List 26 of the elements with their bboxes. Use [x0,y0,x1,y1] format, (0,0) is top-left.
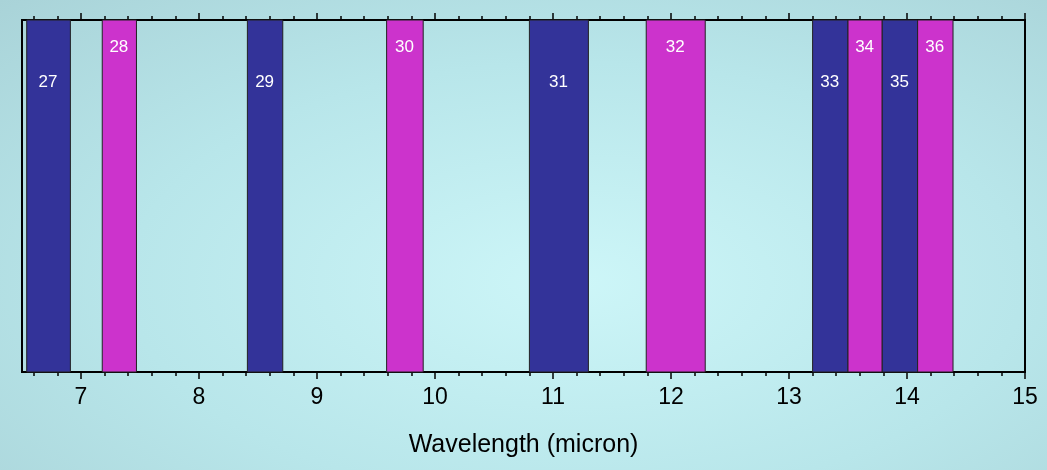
bar [528,19,589,373]
x-tick-label: 12 [658,382,684,409]
x-tick-label: 8 [192,382,206,409]
x-tick-label: 7 [74,382,88,409]
x-axis-title: Wavelength (micron) [408,428,639,457]
x-tick-label: 11 [541,382,565,409]
bar [386,19,424,373]
x-tick-label: 9 [310,382,324,409]
x-tick-label: 15 [1012,382,1038,409]
bar [26,19,71,373]
series-label: 29 [255,72,275,91]
bar [246,19,284,373]
x-tick-label: 14 [894,382,920,409]
series-label: 28 [109,37,129,56]
series-label: 34 [855,37,875,56]
series-label: 27 [38,72,58,91]
series-label: 35 [889,72,909,91]
series-label: 33 [820,72,840,91]
bar [645,19,706,373]
bar [101,19,137,373]
series-label: 32 [665,37,685,56]
series-label: 30 [394,37,414,56]
x-tick-label: 13 [776,382,802,409]
x-tick-label: 10 [422,382,448,409]
series-label: 31 [548,72,568,91]
series-label: 36 [925,37,945,56]
